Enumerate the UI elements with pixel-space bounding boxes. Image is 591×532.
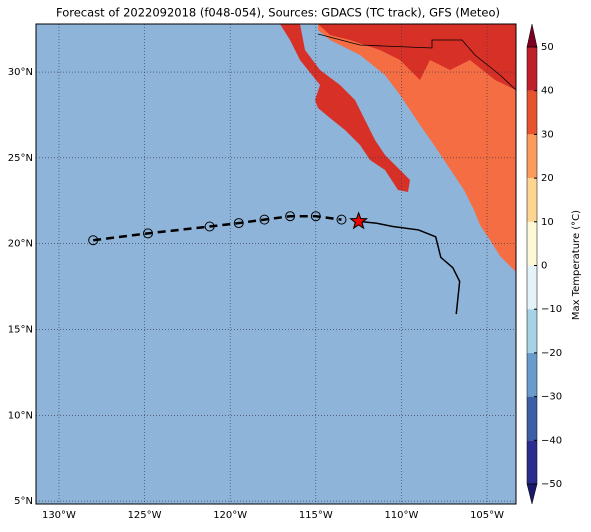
lon-tick-label: 120°W (213, 510, 247, 521)
past-track (358, 220, 461, 315)
lat-tick-label: 10°N (8, 410, 33, 421)
track-point (204, 221, 215, 232)
track-point (259, 214, 270, 225)
lat-tick-label: 30°N (8, 67, 33, 78)
colorbar-band (527, 309, 537, 353)
colorbar-tick-label: −30 (541, 392, 562, 403)
colorbar-tick-label: −10 (541, 304, 562, 315)
colorbar-band (527, 440, 537, 484)
track-point (336, 214, 347, 225)
colorbar-tick-label: 20 (541, 173, 554, 184)
lon-tick-label: 110°W (384, 510, 418, 521)
colorbar-band (527, 47, 537, 91)
colorbar-tick-label: 30 (541, 129, 554, 140)
lat-tick-label: 25°N (8, 153, 33, 164)
current-position (349, 211, 369, 230)
colorbar-tick-label: 40 (541, 86, 554, 97)
lon-tick-label: 125°W (128, 510, 162, 521)
colorbar-band (527, 352, 537, 397)
lat-tick-label: 5°N (14, 496, 33, 507)
lon-tick-label: 130°W (42, 510, 76, 521)
lat-tick-label: 15°N (8, 324, 33, 335)
colorbar-tick-label: −50 (541, 479, 562, 490)
colorbar-tick-label: −20 (541, 348, 562, 359)
map-frame (35, 23, 517, 505)
track-point (285, 211, 296, 222)
colorbar-band (527, 134, 537, 179)
forecast-track (93, 214, 342, 242)
colorbar-band (527, 90, 537, 135)
colorbar-extend (526, 23, 538, 48)
colorbar-band (527, 178, 537, 222)
track-point (88, 235, 99, 246)
track-point (142, 228, 153, 239)
track-point (310, 211, 321, 222)
colorbar-tick-label: −40 (541, 435, 562, 446)
land (280, 24, 517, 272)
lat-tick-label: 20°N (8, 239, 33, 250)
lon-tick-label: 115°W (299, 510, 333, 521)
map-title: Forecast of 2022092018 (f048-054), Sourc… (56, 6, 500, 20)
colorbar-label: Max Temperature (°C) (571, 210, 582, 320)
colorbar-band (527, 265, 537, 310)
colorbar-tick-label: 0 (541, 261, 547, 272)
colorbar-band (527, 396, 537, 441)
colorbar-tick-label: 10 (541, 217, 554, 228)
colorbar-extend (526, 483, 538, 505)
track-point (233, 218, 244, 229)
colorbar-tick-label: 50 (541, 42, 554, 53)
lon-tick-label: 105°W (470, 510, 504, 521)
colorbar-band (527, 221, 537, 266)
